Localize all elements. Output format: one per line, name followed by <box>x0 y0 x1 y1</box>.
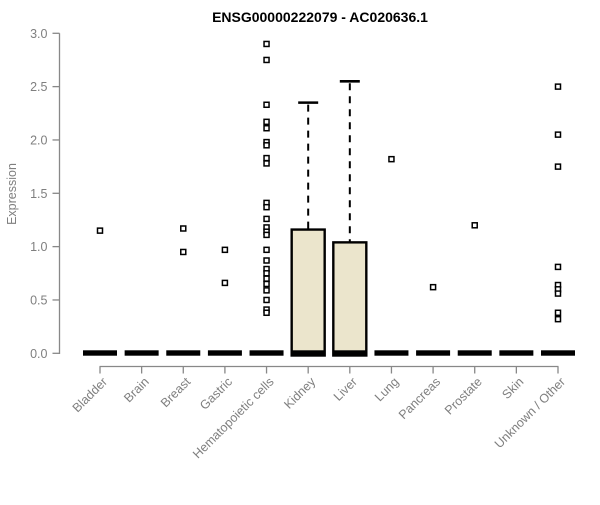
outlier-point <box>263 287 270 294</box>
plot-marks <box>83 40 575 357</box>
outlier-point <box>221 279 229 287</box>
outlier-point <box>263 160 270 167</box>
outlier-point <box>554 315 562 323</box>
outlier-point <box>554 263 562 271</box>
outlier-point <box>263 270 270 277</box>
chart-title: ENSG00000222079 - AC020636.1 <box>212 9 428 25</box>
outlier-point <box>263 124 270 132</box>
y-tick-label: 1.0 <box>30 240 47 254</box>
y-tick-label: 2.5 <box>30 80 47 94</box>
x-tick-label: Unknown / Other <box>492 375 568 451</box>
median-bar <box>416 350 451 356</box>
outlier-point <box>263 118 270 126</box>
x-tick-label: Kidney <box>281 374 318 411</box>
outlier-point <box>263 101 270 109</box>
median-bar <box>166 350 201 356</box>
outlier-point <box>263 215 270 223</box>
outlier-point <box>96 227 104 234</box>
outlier-point <box>554 290 562 297</box>
median-bar <box>457 350 492 356</box>
outlier-point <box>554 163 562 170</box>
median-bar <box>291 350 326 356</box>
y-tick-label: 0.0 <box>30 347 47 361</box>
outlier-point <box>263 40 270 48</box>
y-tick-label: 1.5 <box>30 187 47 201</box>
boxplot-box <box>332 241 368 357</box>
median-bar <box>540 350 575 356</box>
median-bar <box>207 350 242 356</box>
outlier-point <box>263 296 270 304</box>
y-tick-label: 0.5 <box>30 293 47 307</box>
median-bar <box>374 350 409 356</box>
outlier-point <box>180 225 187 232</box>
outlier-point <box>263 142 270 149</box>
median-bar <box>124 350 159 356</box>
y-tick-label: 3.0 <box>30 27 47 41</box>
x-tick-label: Liver <box>331 375 360 404</box>
x-tick-label: Breast <box>158 374 194 410</box>
outlier-point <box>554 131 562 138</box>
outlier-point <box>554 83 562 90</box>
x-tick-label: Hematopoietic cells <box>190 375 277 462</box>
median-bar <box>249 350 284 356</box>
outlier-point <box>263 246 270 254</box>
outlier-point <box>263 231 270 239</box>
x-tick-label: Bladder <box>70 375 110 415</box>
median-bar <box>83 350 117 356</box>
outlier-point <box>388 155 395 163</box>
x-tick-label: Lung <box>372 375 402 405</box>
outlier-point <box>263 203 270 211</box>
x-tick-label: Gastric <box>197 375 235 413</box>
outlier-point <box>180 248 187 256</box>
outlier-point <box>263 257 270 264</box>
x-tick-label: Pancreas <box>396 375 443 422</box>
y-tick-label: 2.0 <box>30 133 47 147</box>
x-tick-label: Skin <box>499 375 526 402</box>
x-tick-label: Prostate <box>442 375 485 418</box>
outlier-point <box>429 283 437 291</box>
median-bar <box>499 350 534 356</box>
outlier-point <box>263 154 270 162</box>
x-tick-label: Brain <box>121 375 152 406</box>
outlier-point <box>263 309 270 317</box>
outlier-point <box>221 246 229 254</box>
y-axis-label: Expression <box>5 163 19 225</box>
median-bar <box>332 350 367 356</box>
outlier-point <box>263 56 270 64</box>
outlier-point <box>263 275 270 282</box>
outlier-point <box>263 280 270 288</box>
outlier-point <box>471 222 478 229</box>
outlier-point <box>554 309 562 317</box>
boxplot-box <box>290 228 326 357</box>
